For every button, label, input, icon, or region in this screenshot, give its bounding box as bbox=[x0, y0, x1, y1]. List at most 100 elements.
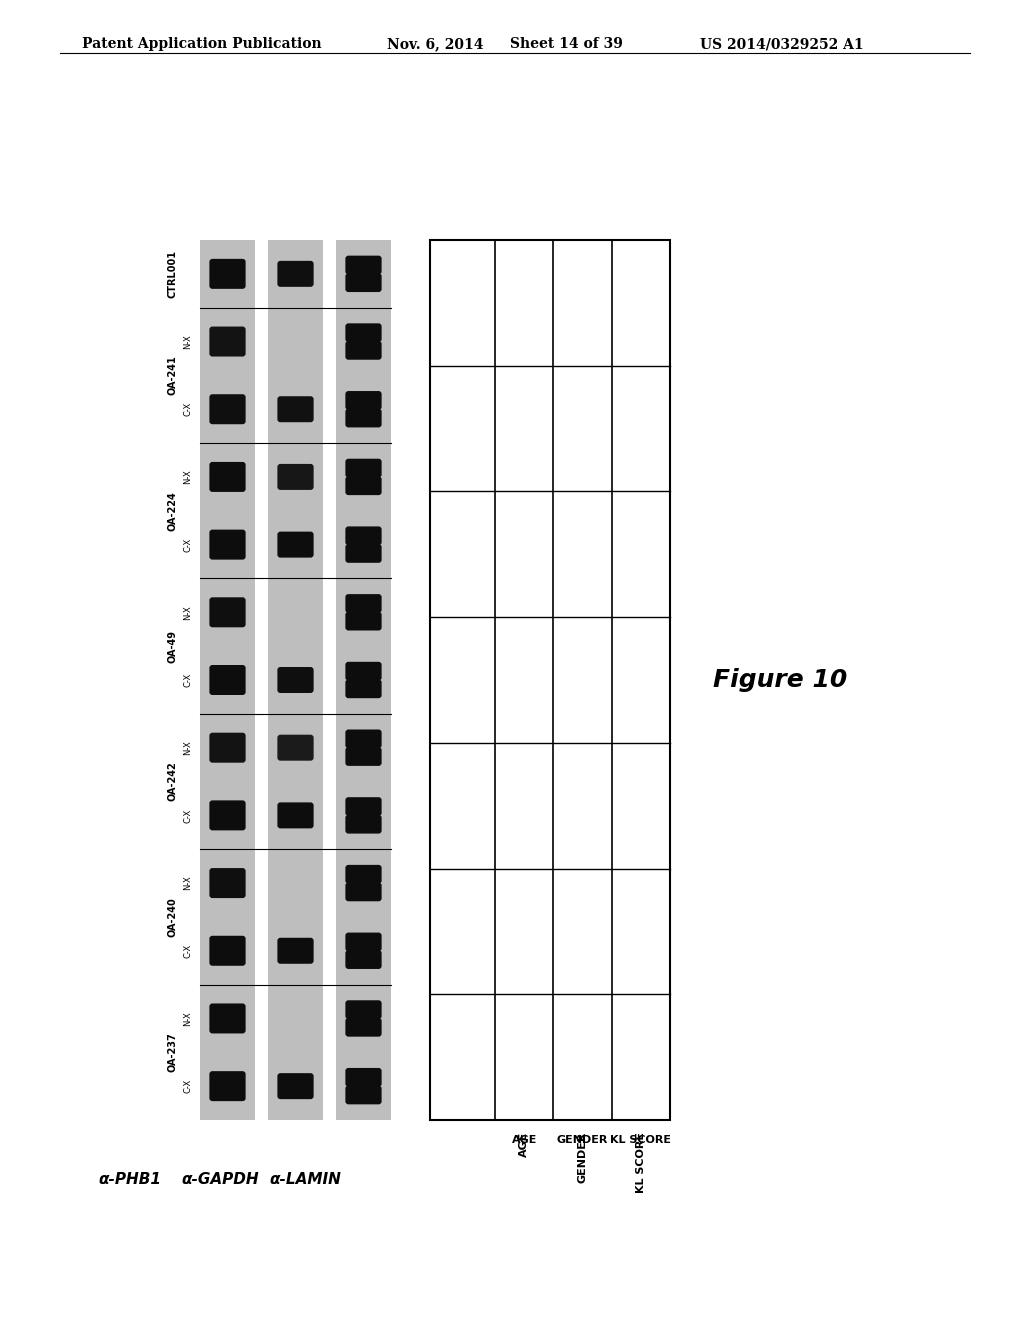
Text: C-X: C-X bbox=[183, 403, 193, 416]
Text: US 2014/0329252 A1: US 2014/0329252 A1 bbox=[700, 37, 863, 51]
FancyBboxPatch shape bbox=[209, 665, 246, 696]
FancyBboxPatch shape bbox=[345, 747, 382, 766]
Text: C-X: C-X bbox=[183, 1078, 193, 1093]
Text: Nov. 6, 2014: Nov. 6, 2014 bbox=[387, 37, 483, 51]
FancyBboxPatch shape bbox=[345, 1068, 382, 1086]
Text: N/A: N/A bbox=[629, 297, 653, 309]
FancyBboxPatch shape bbox=[345, 477, 382, 495]
Text: 2: 2 bbox=[637, 925, 645, 939]
Text: M: M bbox=[577, 422, 589, 436]
Text: F: F bbox=[579, 1051, 587, 1064]
Text: C-X: C-X bbox=[183, 808, 193, 822]
FancyBboxPatch shape bbox=[345, 814, 382, 834]
Text: Figure 10: Figure 10 bbox=[713, 668, 847, 692]
Text: Patent Application Publication: Patent Application Publication bbox=[82, 37, 322, 51]
FancyBboxPatch shape bbox=[345, 544, 382, 562]
Text: F: F bbox=[579, 297, 587, 309]
Text: C-X: C-X bbox=[183, 673, 193, 688]
FancyBboxPatch shape bbox=[209, 259, 246, 289]
Bar bbox=[268, 240, 323, 1119]
Text: M: M bbox=[577, 799, 589, 812]
Text: α-LAMIN: α-LAMIN bbox=[269, 1172, 341, 1188]
FancyBboxPatch shape bbox=[345, 730, 382, 748]
FancyBboxPatch shape bbox=[278, 667, 313, 693]
Text: N-X: N-X bbox=[183, 1011, 193, 1026]
Text: 3: 3 bbox=[637, 673, 645, 686]
Text: 4: 4 bbox=[637, 422, 645, 436]
Text: 76: 76 bbox=[515, 422, 532, 436]
FancyBboxPatch shape bbox=[209, 800, 246, 830]
Text: 79: 79 bbox=[515, 799, 532, 812]
FancyBboxPatch shape bbox=[345, 797, 382, 816]
Text: N-X: N-X bbox=[183, 605, 193, 619]
FancyBboxPatch shape bbox=[345, 391, 382, 409]
FancyBboxPatch shape bbox=[209, 733, 246, 763]
FancyBboxPatch shape bbox=[345, 273, 382, 292]
Text: OA-224: OA-224 bbox=[458, 535, 468, 574]
Text: F: F bbox=[579, 548, 587, 561]
Text: C-X: C-X bbox=[183, 944, 193, 958]
Text: M: M bbox=[577, 673, 589, 686]
Text: N/A: N/A bbox=[629, 799, 653, 812]
FancyBboxPatch shape bbox=[209, 395, 246, 424]
Text: N-X: N-X bbox=[183, 470, 193, 484]
FancyBboxPatch shape bbox=[345, 409, 382, 428]
Text: N-X: N-X bbox=[183, 334, 193, 348]
Text: 79: 79 bbox=[515, 1051, 532, 1064]
FancyBboxPatch shape bbox=[278, 937, 313, 964]
FancyBboxPatch shape bbox=[209, 326, 246, 356]
FancyBboxPatch shape bbox=[209, 529, 246, 560]
FancyBboxPatch shape bbox=[345, 1018, 382, 1036]
Bar bbox=[430, 240, 670, 1119]
Text: OA-241: OA-241 bbox=[458, 409, 468, 449]
FancyBboxPatch shape bbox=[345, 341, 382, 360]
Text: 74: 74 bbox=[515, 673, 532, 686]
Text: OA-240: OA-240 bbox=[458, 912, 468, 952]
Text: OA-242: OA-242 bbox=[458, 785, 468, 825]
FancyBboxPatch shape bbox=[278, 396, 313, 422]
Text: α-GAPDH: α-GAPDH bbox=[181, 1172, 259, 1188]
Text: 86: 86 bbox=[515, 548, 532, 561]
FancyBboxPatch shape bbox=[209, 1071, 246, 1101]
Text: OA-237: OA-237 bbox=[458, 1038, 468, 1077]
Text: C-X: C-X bbox=[183, 537, 193, 552]
Text: AGE: AGE bbox=[519, 1133, 529, 1158]
FancyBboxPatch shape bbox=[345, 950, 382, 969]
FancyBboxPatch shape bbox=[345, 661, 382, 681]
Text: 16: 16 bbox=[515, 297, 532, 309]
Text: AGE: AGE bbox=[511, 1135, 537, 1144]
Text: F: F bbox=[579, 925, 587, 939]
Text: N-X: N-X bbox=[183, 875, 193, 891]
Text: OA-240: OA-240 bbox=[167, 898, 177, 937]
FancyBboxPatch shape bbox=[345, 611, 382, 631]
Text: 4: 4 bbox=[637, 548, 645, 561]
FancyBboxPatch shape bbox=[278, 803, 313, 829]
FancyBboxPatch shape bbox=[345, 594, 382, 612]
Text: CTRL001: CTRL001 bbox=[458, 279, 468, 327]
Text: 61: 61 bbox=[515, 925, 532, 939]
FancyBboxPatch shape bbox=[345, 1001, 382, 1019]
FancyBboxPatch shape bbox=[345, 323, 382, 342]
Text: KL SCORE: KL SCORE bbox=[610, 1135, 672, 1144]
Bar bbox=[200, 240, 255, 1119]
FancyBboxPatch shape bbox=[278, 1073, 313, 1100]
FancyBboxPatch shape bbox=[345, 459, 382, 478]
Text: GENDER: GENDER bbox=[578, 1133, 588, 1183]
FancyBboxPatch shape bbox=[278, 532, 313, 557]
Text: KL SCORE: KL SCORE bbox=[636, 1133, 646, 1193]
Text: CTRL001: CTRL001 bbox=[167, 249, 177, 298]
Text: OA-237: OA-237 bbox=[167, 1032, 177, 1072]
FancyBboxPatch shape bbox=[209, 462, 246, 492]
FancyBboxPatch shape bbox=[345, 256, 382, 275]
FancyBboxPatch shape bbox=[209, 936, 246, 966]
FancyBboxPatch shape bbox=[278, 261, 313, 286]
FancyBboxPatch shape bbox=[209, 598, 246, 627]
Text: Sheet 14 of 39: Sheet 14 of 39 bbox=[510, 37, 623, 51]
Text: OA-241: OA-241 bbox=[167, 355, 177, 395]
FancyBboxPatch shape bbox=[209, 1003, 246, 1034]
Text: N-X: N-X bbox=[183, 741, 193, 755]
FancyBboxPatch shape bbox=[278, 463, 313, 490]
FancyBboxPatch shape bbox=[345, 1085, 382, 1105]
FancyBboxPatch shape bbox=[345, 527, 382, 545]
Text: α-PHB1: α-PHB1 bbox=[98, 1172, 162, 1188]
